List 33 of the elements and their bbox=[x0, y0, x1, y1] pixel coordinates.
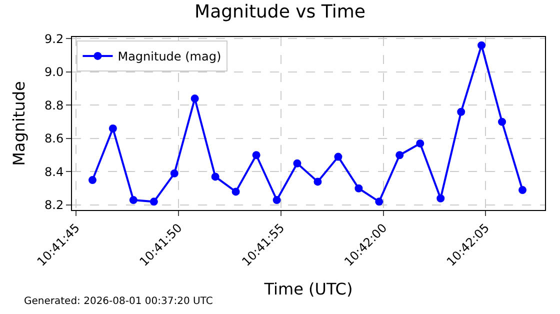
x-axis-title: Time (UTC) bbox=[263, 280, 353, 299]
legend-label: Magnitude (mag) bbox=[118, 50, 222, 64]
y-tick-label: 8.6 bbox=[44, 132, 64, 146]
point bbox=[334, 152, 342, 161]
point bbox=[252, 151, 260, 160]
point bbox=[232, 188, 240, 196]
point bbox=[436, 194, 445, 202]
point bbox=[498, 118, 506, 126]
point bbox=[170, 169, 178, 178]
point bbox=[211, 172, 220, 181]
point bbox=[293, 159, 302, 168]
point bbox=[150, 198, 158, 206]
point bbox=[416, 139, 424, 148]
chart-title: Magnitude vs Time bbox=[194, 1, 366, 22]
point bbox=[314, 178, 322, 186]
point bbox=[129, 196, 138, 204]
y-tick-label: 9.0 bbox=[44, 65, 64, 80]
point bbox=[375, 198, 384, 206]
point bbox=[190, 94, 199, 103]
y-axis-title: Magnitude bbox=[9, 81, 28, 166]
y-tick-label: 8.8 bbox=[44, 98, 64, 112]
point bbox=[478, 41, 486, 50]
point bbox=[88, 176, 96, 184]
point bbox=[272, 196, 281, 204]
point bbox=[396, 151, 404, 160]
y-tick-label: 9.2 bbox=[44, 32, 64, 46]
point bbox=[108, 124, 117, 132]
point bbox=[457, 108, 466, 116]
point bbox=[518, 186, 527, 194]
point bbox=[354, 184, 363, 192]
text: Generated: 2026-08-01 00:37:20 UTC bbox=[24, 296, 213, 307]
y-tick-label: 8.4 bbox=[44, 164, 64, 179]
y-tick-label: 8.2 bbox=[44, 198, 64, 212]
